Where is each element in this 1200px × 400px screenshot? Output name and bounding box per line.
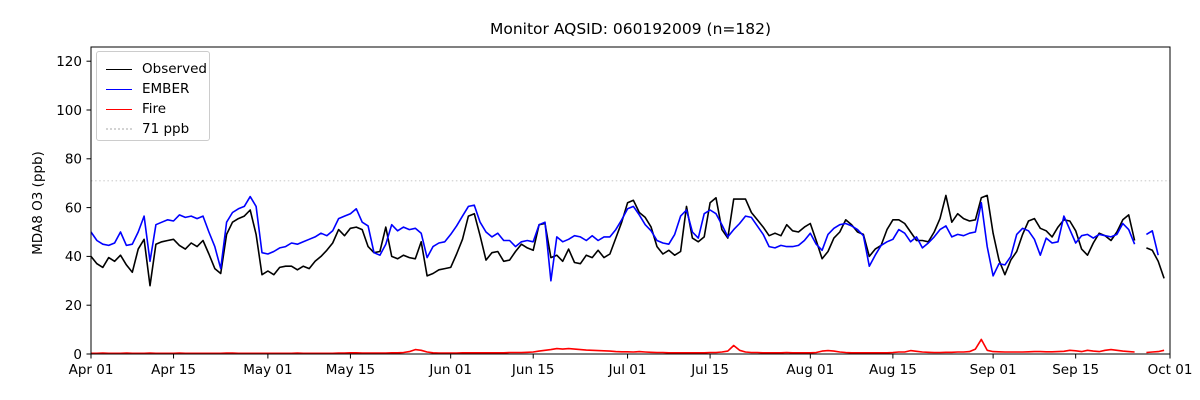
x-tick-label: Sep 15 — [1052, 362, 1099, 378]
y-axis-label: MDA8 O3 (ppb) — [30, 151, 46, 255]
axes-spines — [90, 46, 1171, 355]
legend-label: Observed — [142, 61, 207, 77]
x-tick-label: Oct 01 — [1148, 362, 1193, 378]
legend-label: 71 ppb — [142, 121, 190, 137]
x-tick-label: Apr 01 — [69, 362, 114, 378]
series-line-observed — [90, 194, 1165, 287]
y-tick-label: 100 — [56, 103, 82, 119]
observed-line-icon — [106, 68, 132, 70]
legend-item-fire: Fire — [106, 99, 209, 119]
legend-label: EMBER — [142, 81, 190, 97]
legend-item-ember: EMBER — [106, 79, 209, 99]
legend: Observed EMBER Fire 71 ppb — [96, 51, 210, 141]
y-tick-label: 120 — [56, 54, 82, 70]
x-tick-label: Jul 01 — [608, 362, 647, 378]
x-tick-label: Jul 15 — [690, 362, 729, 378]
legend-label: Fire — [142, 101, 167, 117]
fire-line-icon — [106, 108, 132, 110]
x-tick-label: Jun 15 — [511, 362, 555, 378]
x-tick-label: May 15 — [326, 362, 375, 378]
y-tick-label: 60 — [65, 200, 82, 216]
y-tick-label: 20 — [65, 298, 82, 314]
series-line-fire — [91, 338, 1165, 355]
x-tick-label: Jun 01 — [428, 362, 472, 378]
y-tick-label: 80 — [65, 152, 82, 168]
x-tick-label: Sep 01 — [970, 362, 1017, 378]
ember-line-icon — [106, 88, 132, 90]
y-tick-label: 40 — [65, 249, 82, 265]
series-line-ember — [90, 195, 1159, 282]
x-tick-label: Aug 01 — [786, 362, 834, 378]
legend-item-observed: Observed — [106, 59, 209, 79]
x-tick-label: Apr 15 — [151, 362, 196, 378]
x-tick-label: Aug 15 — [869, 362, 917, 378]
legend-item-threshold: 71 ppb — [106, 119, 209, 139]
dotted-threshold-line-icon — [106, 128, 132, 130]
chart-title: Monitor AQSID: 060192009 (n=182) — [489, 20, 772, 38]
y-tick-label: 0 — [73, 347, 82, 363]
x-tick-label: May 01 — [243, 362, 292, 378]
